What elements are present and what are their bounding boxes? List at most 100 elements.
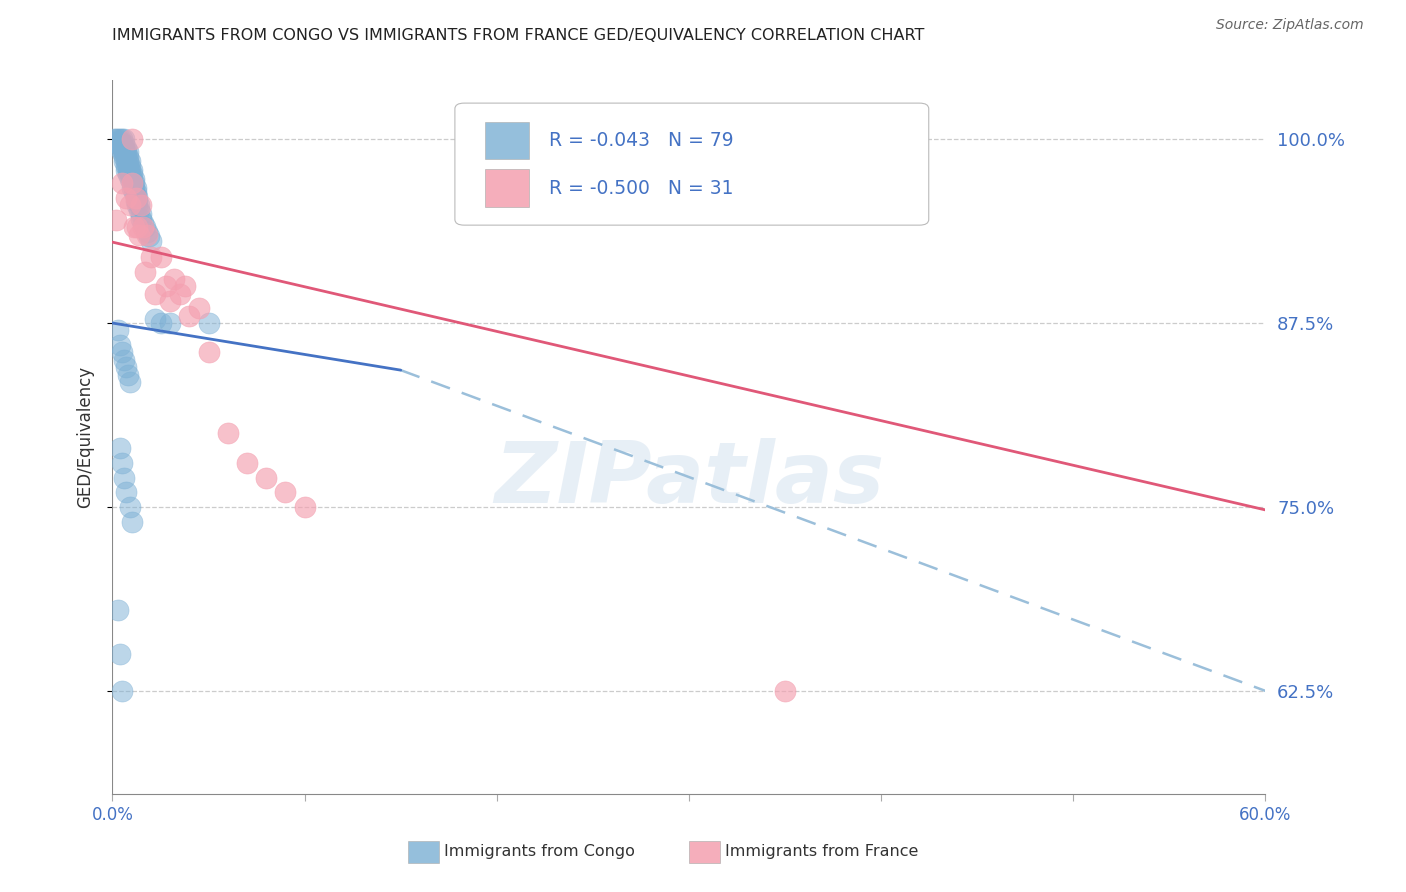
- Point: [115, 360, 138, 375]
- Point: [122, 176, 145, 190]
- Text: 60.0%: 60.0%: [1239, 805, 1292, 823]
- Point: [112, 470, 135, 484]
- Point: [139, 234, 162, 248]
- Point: [159, 293, 181, 308]
- Point: [127, 189, 149, 203]
- Point: [118, 159, 141, 173]
- Point: [127, 220, 149, 235]
- Point: [129, 211, 153, 226]
- Point: [118, 375, 141, 389]
- Point: [121, 172, 143, 186]
- Point: [107, 136, 129, 151]
- Point: [117, 154, 139, 169]
- Point: [115, 145, 138, 160]
- Point: [136, 225, 159, 239]
- Point: [128, 202, 150, 217]
- Point: [107, 132, 129, 146]
- Point: [118, 198, 141, 212]
- Point: [134, 220, 156, 235]
- Point: [124, 180, 146, 194]
- Point: [274, 485, 297, 500]
- Point: [197, 345, 219, 359]
- Point: [103, 132, 125, 146]
- Bar: [485, 169, 529, 207]
- Point: [127, 194, 149, 208]
- Point: [108, 441, 131, 455]
- Point: [118, 168, 141, 182]
- Point: [117, 159, 139, 173]
- Point: [111, 145, 134, 160]
- Point: [121, 176, 143, 190]
- Y-axis label: GED/Equivalency: GED/Equivalency: [76, 366, 94, 508]
- Point: [117, 368, 139, 382]
- Point: [129, 198, 153, 212]
- Point: [121, 515, 143, 529]
- Point: [111, 456, 134, 470]
- Point: [136, 227, 159, 242]
- Point: [159, 316, 181, 330]
- Text: Immigrants from France: Immigrants from France: [725, 845, 920, 859]
- Point: [112, 150, 135, 164]
- Point: [115, 154, 138, 169]
- Point: [169, 286, 191, 301]
- Point: [149, 316, 172, 330]
- Point: [111, 684, 134, 698]
- Point: [128, 227, 150, 242]
- Text: IMMIGRANTS FROM CONGO VS IMMIGRANTS FROM FRANCE GED/EQUIVALENCY CORRELATION CHAR: IMMIGRANTS FROM CONGO VS IMMIGRANTS FROM…: [112, 29, 925, 43]
- Point: [122, 172, 145, 186]
- Point: [111, 345, 134, 359]
- Point: [112, 154, 135, 169]
- Point: [121, 132, 143, 146]
- Point: [117, 150, 139, 164]
- Point: [115, 191, 138, 205]
- Point: [105, 135, 128, 149]
- Point: [134, 264, 156, 278]
- Point: [127, 198, 149, 212]
- Point: [179, 309, 201, 323]
- Point: [129, 207, 153, 221]
- Point: [108, 647, 131, 661]
- Point: [108, 141, 131, 155]
- Point: [118, 500, 141, 514]
- Point: [115, 485, 138, 500]
- Point: [108, 136, 131, 151]
- Point: [128, 198, 150, 212]
- Text: 0.0%: 0.0%: [91, 805, 134, 823]
- Point: [122, 220, 145, 235]
- Point: [105, 132, 128, 146]
- Point: [236, 456, 259, 470]
- Point: [197, 316, 219, 330]
- Point: [149, 250, 172, 264]
- Text: ZIPatlas: ZIPatlas: [494, 438, 884, 522]
- Point: [163, 272, 186, 286]
- Point: [122, 185, 145, 199]
- Point: [121, 163, 143, 178]
- Point: [174, 279, 197, 293]
- Point: [112, 352, 135, 367]
- Point: [118, 163, 141, 178]
- Point: [117, 163, 139, 178]
- Point: [121, 176, 143, 190]
- Point: [254, 470, 277, 484]
- Point: [143, 311, 166, 326]
- Point: [112, 145, 135, 160]
- Text: Immigrants from Congo: Immigrants from Congo: [444, 845, 636, 859]
- Point: [108, 132, 131, 146]
- Point: [111, 136, 134, 151]
- Point: [121, 180, 143, 194]
- Point: [115, 163, 138, 178]
- Point: [105, 213, 128, 227]
- Point: [112, 141, 135, 155]
- Point: [124, 185, 146, 199]
- Text: R = -0.500   N = 31: R = -0.500 N = 31: [550, 178, 734, 197]
- Point: [108, 338, 131, 352]
- Point: [187, 301, 211, 316]
- Point: [115, 150, 138, 164]
- Point: [107, 323, 129, 337]
- Point: [132, 220, 155, 235]
- Text: Source: ZipAtlas.com: Source: ZipAtlas.com: [1216, 18, 1364, 31]
- Point: [139, 250, 162, 264]
- Point: [118, 154, 141, 169]
- Point: [217, 426, 239, 441]
- Point: [112, 132, 135, 146]
